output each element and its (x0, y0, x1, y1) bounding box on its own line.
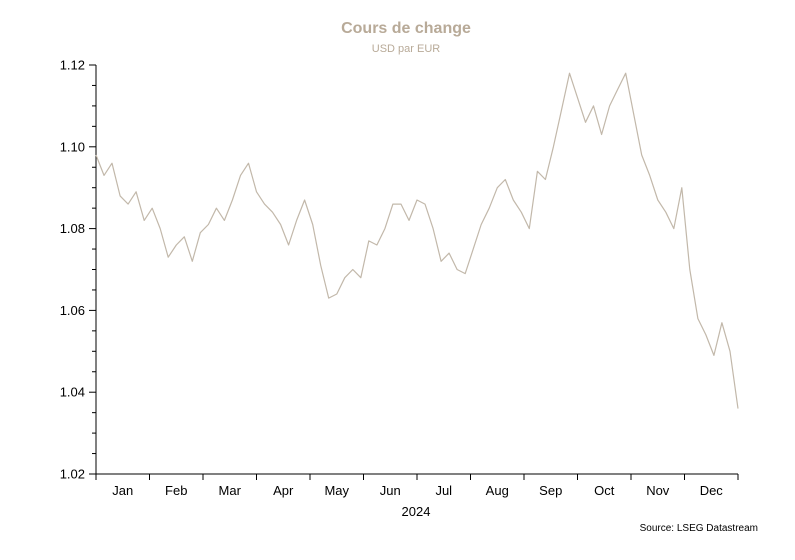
x-tick-label: Jun (380, 483, 401, 498)
x-tick-label: May (324, 483, 349, 498)
y-tick-label: 1.12 (60, 58, 85, 73)
x-tick-label: Jul (435, 483, 452, 498)
chart-title: Cours de change (341, 20, 471, 37)
x-tick-label: Apr (273, 483, 294, 498)
x-tick-label: Aug (486, 483, 509, 498)
y-tick-label: 1.10 (60, 139, 85, 154)
x-tick-label: Sep (539, 483, 562, 498)
x-tick-label: Dec (700, 483, 724, 498)
source-note: Source: LSEG Datastream (640, 523, 758, 534)
y-tick-label: 1.06 (60, 303, 85, 318)
x-axis-label: 2024 (402, 504, 431, 519)
y-tick-label: 1.08 (60, 221, 85, 236)
y-tick-label: 1.02 (60, 467, 85, 482)
x-tick-label: Oct (594, 483, 615, 498)
x-tick-label: Mar (219, 483, 242, 498)
x-axis: Jan Feb Mar Apr May Jun Jul Aug Sep Oct Nov Dec (95, 473, 739, 498)
x-tick-label: Feb (165, 483, 187, 498)
x-tick-label: Nov (646, 483, 670, 498)
y-tick-label: 1.04 (60, 385, 85, 400)
series-line (95, 72, 739, 409)
plot-area (95, 72, 739, 409)
x-tick-label: Jan (112, 483, 133, 498)
chart-subtitle: USD par EUR (372, 43, 441, 55)
y-axis: 1.02 1.04 1.06 1.08 1.10 1.12 (60, 58, 97, 482)
